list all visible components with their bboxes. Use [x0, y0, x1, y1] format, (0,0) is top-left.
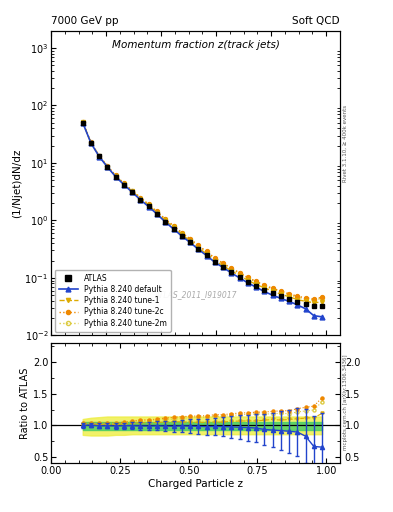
Text: Rivet 3.1.10, ≥ 400k events: Rivet 3.1.10, ≥ 400k events	[343, 105, 347, 182]
Text: 7000 GeV pp: 7000 GeV pp	[51, 16, 119, 26]
X-axis label: Charged Particle z: Charged Particle z	[148, 479, 243, 489]
Text: Momentum fraction z(track jets): Momentum fraction z(track jets)	[112, 40, 279, 50]
Legend: ATLAS, Pythia 8.240 default, Pythia 8.240 tune-1, Pythia 8.240 tune-2c, Pythia 8: ATLAS, Pythia 8.240 default, Pythia 8.24…	[55, 270, 171, 332]
Text: ATLAS_2011_I919017: ATLAS_2011_I919017	[154, 290, 237, 299]
Y-axis label: Ratio to ATLAS: Ratio to ATLAS	[20, 368, 30, 439]
Y-axis label: (1/Njet)dN/dz: (1/Njet)dN/dz	[12, 148, 22, 218]
Text: mcplots.cern.ch [arXiv:1306.3436]: mcplots.cern.ch [arXiv:1306.3436]	[343, 354, 347, 450]
Text: Soft QCD: Soft QCD	[292, 16, 340, 26]
